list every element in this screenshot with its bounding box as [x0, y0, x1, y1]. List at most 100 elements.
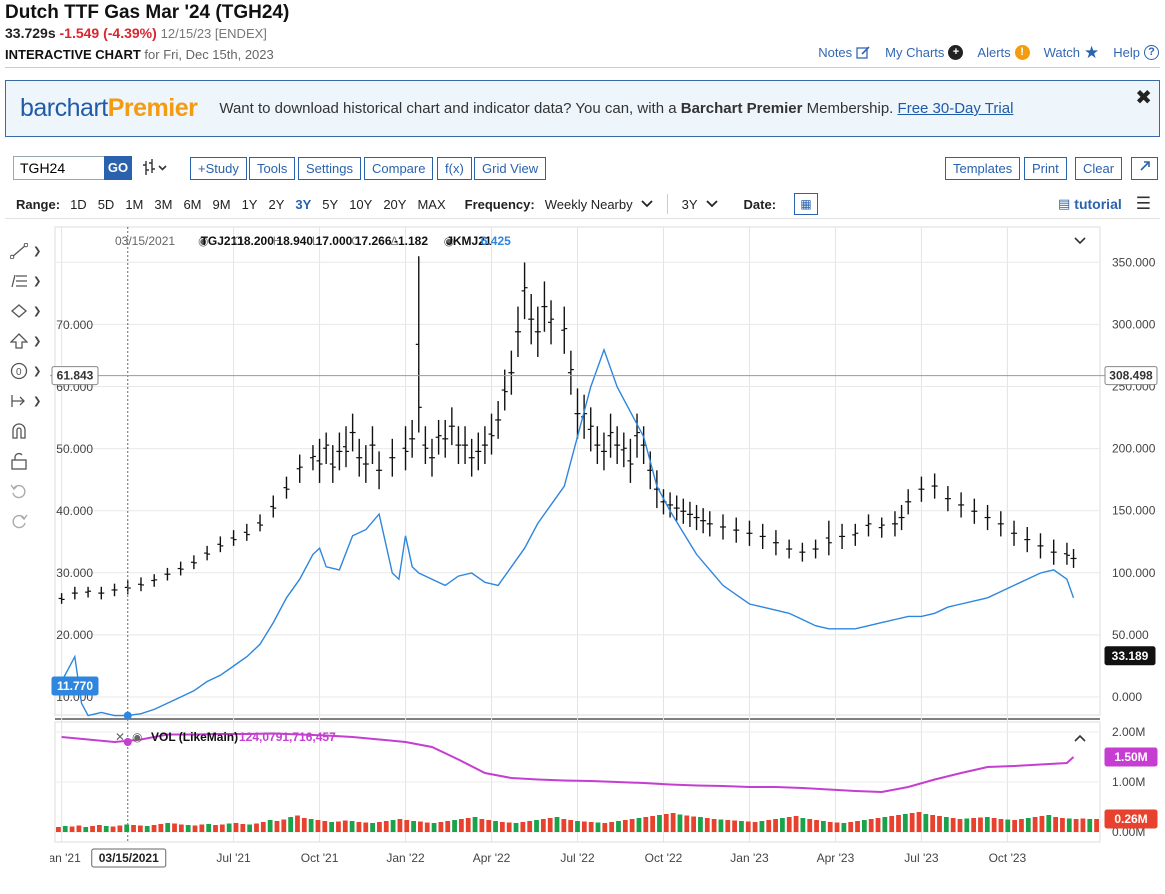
volume-bar	[752, 822, 758, 832]
volume-bar	[978, 817, 983, 832]
volume-bar	[418, 821, 423, 832]
period-select[interactable]: 3Y	[682, 197, 718, 212]
volume-bar	[739, 821, 744, 832]
grid-view-button[interactable]: Grid View	[474, 157, 547, 180]
range-option-5d[interactable]: 5D	[97, 196, 115, 212]
chart-subtitle: INTERACTIVE CHART for Fri, Dec 15th, 202…	[5, 47, 274, 62]
clear-button[interactable]: Clear	[1075, 157, 1123, 180]
measure-tool-icon[interactable]: ❯	[10, 386, 44, 416]
volume-bar	[554, 817, 560, 832]
volume-bar	[636, 818, 642, 832]
price-chart[interactable]: Jan '21 Jul '21 Oct '21 Jan '22 Apr '22 Jul '…	[50, 222, 1160, 890]
magnet-icon[interactable]	[10, 416, 44, 446]
watch-link[interactable]: Watch ★	[1043, 44, 1100, 61]
range-option-max[interactable]: MAX	[417, 196, 446, 212]
close-icon[interactable]: ✖	[1135, 87, 1152, 109]
templates-button[interactable]: Templates	[945, 157, 1021, 180]
range-option-20y[interactable]: 20Y	[383, 196, 407, 212]
frequency-select[interactable]: Weekly Nearby	[545, 197, 653, 212]
notes-link[interactable]: Notes	[818, 45, 871, 60]
calendar-icon[interactable]: ▦	[794, 193, 819, 215]
volume-bar	[390, 820, 396, 832]
arrow-tool-icon[interactable]: ❯	[10, 326, 44, 356]
edit-icon	[856, 46, 870, 59]
volume-bar	[513, 823, 519, 832]
alerts-label: Alerts	[977, 45, 1011, 60]
tools-button[interactable]: Tools	[249, 157, 296, 180]
lock-icon[interactable]	[10, 446, 44, 476]
add-study-button[interactable]: +Study	[190, 157, 247, 180]
x-tick-label: Jul '21	[216, 851, 251, 865]
volume-bar	[1046, 815, 1052, 832]
free-trial-link[interactable]: Free 30-Day Trial	[897, 100, 1014, 117]
volume-bar	[1005, 819, 1011, 832]
range-option-1d[interactable]: 1D	[70, 196, 87, 212]
volume-bar	[349, 821, 355, 832]
crosshair-right-label-text: 308.498	[1109, 369, 1153, 383]
range-option-5y[interactable]: 5Y	[322, 196, 339, 212]
range-option-3m[interactable]: 3M	[154, 196, 173, 212]
redo-icon[interactable]	[10, 506, 44, 536]
range-option-1y[interactable]: 1Y	[241, 196, 258, 212]
help-link[interactable]: Help ?	[1113, 45, 1159, 60]
volume-bar	[452, 820, 457, 832]
volume-bar	[254, 823, 259, 832]
bar-style-icon[interactable]	[142, 157, 170, 180]
print-button[interactable]: Print	[1024, 157, 1067, 180]
undo-icon[interactable]	[10, 476, 44, 506]
marker-tool-icon[interactable]: 0 ❯	[10, 356, 44, 386]
volume-bar	[213, 825, 218, 832]
x-tick-label: Jan '21	[50, 851, 81, 865]
volume-bar	[288, 817, 294, 832]
symbol-input[interactable]	[13, 156, 105, 180]
volume-bar	[561, 819, 567, 832]
price-last-label: 33.189	[1104, 646, 1156, 666]
tutorial-link[interactable]: ▤ tutorial ☰	[1058, 194, 1151, 213]
range-option-10y[interactable]: 10Y	[349, 196, 373, 212]
volume-bar	[445, 821, 451, 832]
drawing-tools: ❯ ❯ ❯ ❯ 0 ❯ ❯	[10, 236, 44, 536]
range-option-2y[interactable]: 2Y	[268, 196, 285, 212]
volume-bar	[329, 822, 335, 832]
watch-label: Watch	[1043, 45, 1080, 60]
alerts-link[interactable]: Alerts !	[977, 45, 1030, 60]
legend-value: -1.182	[394, 234, 428, 248]
range-option-6m[interactable]: 6M	[183, 196, 202, 212]
volume-bar	[923, 814, 929, 832]
volume-bar	[725, 820, 731, 832]
legend-value: ◉	[198, 234, 208, 248]
right-tick-label: 0.000	[1112, 690, 1142, 704]
volume-bar	[609, 822, 615, 832]
right-tick-label: 50.000	[1112, 628, 1149, 642]
volume-bar	[547, 818, 553, 832]
volume-bar	[247, 824, 253, 832]
volume-bar	[260, 822, 266, 832]
expand-icon[interactable]	[1131, 157, 1158, 180]
settings-button[interactable]: Settings	[298, 157, 361, 180]
shape-tool-icon[interactable]: ❯	[10, 296, 44, 326]
compare-last-label: 11.770	[51, 676, 99, 696]
volume-bar	[964, 818, 970, 832]
vol-tick-label: 2.00M	[1112, 725, 1145, 739]
compare-button[interactable]: Compare	[364, 157, 434, 180]
range-option-9m[interactable]: 9M	[212, 196, 231, 212]
volume-bar	[131, 825, 136, 832]
my-charts-link[interactable]: My Charts +	[885, 45, 964, 60]
frequency-label: Frequency:	[464, 196, 535, 212]
volume-bar	[1019, 819, 1024, 832]
line-tool-icon[interactable]: ❯	[10, 236, 44, 266]
range-options: 1D 5D 1M 3M 6M 9M 1Y 2Y 3Y 5Y 10Y 20Y MAX	[70, 197, 457, 212]
fibonacci-tool-icon[interactable]: ❯	[10, 266, 44, 296]
volume-bar	[998, 819, 1004, 832]
go-button[interactable]: GO	[104, 156, 132, 180]
vol-legend-close-icon: ✕	[115, 730, 125, 744]
volume-bar	[1039, 816, 1045, 832]
chevron-down-icon	[705, 200, 718, 208]
fx-button[interactable]: f(x)	[437, 157, 472, 180]
range-option-1m[interactable]: 1M	[125, 196, 144, 212]
premier-banner: barchartPremier Want to download histori…	[5, 80, 1160, 137]
range-option-3y[interactable]: 3Y	[295, 196, 312, 212]
volume-bar	[192, 825, 198, 832]
legend-collapse-icon	[1074, 237, 1086, 245]
menu-icon[interactable]: ☰	[1135, 194, 1151, 213]
